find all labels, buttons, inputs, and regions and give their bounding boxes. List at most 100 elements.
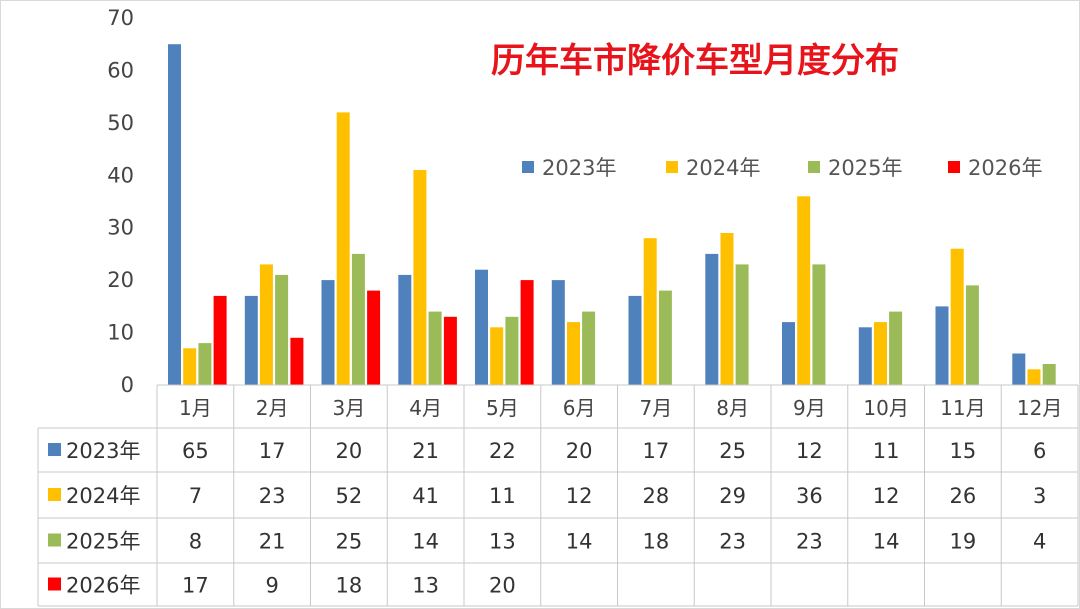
table-cell-value: 25 bbox=[336, 530, 363, 554]
bar-2024年-2月 bbox=[259, 264, 273, 385]
table-series-swatch bbox=[48, 577, 61, 591]
x-category-label: 10月 bbox=[863, 396, 908, 420]
y-tick-label: 40 bbox=[107, 163, 134, 187]
table-cell-value: 23 bbox=[259, 484, 286, 508]
table-cell-value: 26 bbox=[950, 484, 977, 508]
table-cell-value: 17 bbox=[182, 574, 209, 598]
bar-2025年-3月 bbox=[351, 253, 365, 385]
x-category-label: 4月 bbox=[409, 396, 442, 420]
bar-2024年-11月 bbox=[950, 248, 964, 385]
bar-2023年-9月 bbox=[782, 322, 795, 385]
bar-2026年-4月 bbox=[443, 316, 457, 385]
table-cell-value: 22 bbox=[489, 439, 516, 463]
bar-2023年-3月 bbox=[321, 280, 335, 385]
table-cell-value: 19 bbox=[950, 530, 977, 554]
bar-2026年-2月 bbox=[290, 337, 304, 385]
table-cell-value: 11 bbox=[489, 484, 516, 508]
table-cell-value: 4 bbox=[1033, 530, 1046, 554]
table-cell-value: 28 bbox=[643, 484, 670, 508]
bar-2025年-5月 bbox=[505, 316, 519, 385]
table-cell-value: 17 bbox=[259, 439, 286, 463]
y-tick-label: 10 bbox=[107, 321, 134, 345]
bar-2025年-8月 bbox=[735, 264, 749, 385]
x-category-label: 7月 bbox=[640, 396, 673, 420]
bar-2024年-7月 bbox=[643, 238, 657, 385]
legend-swatch bbox=[948, 161, 960, 173]
table-series-swatch bbox=[48, 488, 61, 501]
legend-label: 2024年 bbox=[686, 156, 760, 180]
bar-2025年-1月 bbox=[198, 343, 212, 385]
bar-2025年-9月 bbox=[812, 264, 826, 385]
bar-2024年-1月 bbox=[183, 348, 197, 385]
bar-2023年-7月 bbox=[628, 295, 642, 385]
table-cell-value: 9 bbox=[265, 574, 278, 598]
table-cell-value: 25 bbox=[719, 439, 746, 463]
bar-2023年-10月 bbox=[858, 327, 872, 385]
chart-title: 历年车市降价车型月度分布 bbox=[491, 41, 899, 81]
x-category-label: 3月 bbox=[333, 396, 366, 420]
bar-2023年-11月 bbox=[935, 306, 949, 385]
legend-label: 2023年 bbox=[542, 156, 616, 180]
table-cell-value: 6 bbox=[1033, 439, 1046, 463]
table-cell-value: 13 bbox=[412, 574, 439, 598]
table-cell-value: 20 bbox=[336, 439, 363, 463]
table-cell-value: 17 bbox=[643, 439, 670, 463]
table-cell-value: 7 bbox=[189, 484, 202, 508]
bar-2025年-2月 bbox=[275, 274, 289, 385]
x-category-label: 11月 bbox=[940, 396, 985, 420]
bar-2024年-4月 bbox=[413, 170, 427, 385]
y-tick-label: 70 bbox=[107, 6, 134, 30]
bar-2025年-6月 bbox=[582, 311, 596, 385]
y-tick-label: 30 bbox=[107, 216, 134, 240]
bar-2023年-6月 bbox=[551, 280, 565, 385]
bar-2025年-10月 bbox=[889, 311, 903, 385]
x-category-label: 6月 bbox=[563, 396, 596, 420]
table-cell-value: 12 bbox=[873, 484, 900, 508]
x-category-label: 9月 bbox=[793, 396, 826, 420]
legend-label: 2026年 bbox=[968, 156, 1042, 180]
table-cell-value: 21 bbox=[259, 530, 286, 554]
bar-2024年-9月 bbox=[797, 196, 811, 385]
table-series-label: 2024年 bbox=[66, 484, 140, 508]
x-category-label: 5月 bbox=[486, 396, 519, 420]
bar-2023年-1月 bbox=[168, 44, 181, 385]
bar-2023年-12月 bbox=[1012, 353, 1026, 385]
table-series-label: 2023年 bbox=[66, 439, 140, 463]
y-tick-label: 20 bbox=[107, 268, 134, 292]
table-cell-value: 41 bbox=[412, 484, 439, 508]
table-cell-value: 8 bbox=[189, 530, 202, 554]
table-cell-value: 20 bbox=[566, 439, 593, 463]
bar-2024年-6月 bbox=[567, 322, 580, 385]
x-category-label: 12月 bbox=[1017, 396, 1062, 420]
bar-2025年-4月 bbox=[428, 311, 442, 385]
table-cell-value: 20 bbox=[489, 574, 516, 598]
table-cell-value: 14 bbox=[566, 530, 593, 554]
bar-2025年-7月 bbox=[658, 290, 672, 385]
table-series-label: 2025年 bbox=[66, 530, 140, 554]
table-cell-value: 14 bbox=[412, 530, 439, 554]
bar-2026年-5月 bbox=[520, 280, 534, 385]
legend-swatch bbox=[666, 161, 678, 173]
bar-2023年-5月 bbox=[475, 269, 488, 385]
bar-2024年-3月 bbox=[336, 112, 350, 386]
bar-2024年-10月 bbox=[874, 322, 887, 385]
table-cell-value: 15 bbox=[950, 439, 977, 463]
x-category-label: 8月 bbox=[716, 396, 749, 420]
table-cell-value: 3 bbox=[1033, 484, 1046, 508]
table-cell-value: 18 bbox=[643, 530, 670, 554]
bar-2023年-2月 bbox=[244, 295, 258, 385]
table-cell-value: 11 bbox=[873, 439, 900, 463]
table-cell-value: 23 bbox=[796, 530, 823, 554]
legend-swatch bbox=[808, 161, 820, 173]
table-cell-value: 14 bbox=[873, 530, 900, 554]
bar-2024年-12月 bbox=[1027, 369, 1041, 385]
bar-2024年-8月 bbox=[720, 233, 734, 385]
table-cell-value: 52 bbox=[336, 484, 363, 508]
bar-2023年-8月 bbox=[705, 253, 719, 385]
y-tick-label: 0 bbox=[121, 373, 134, 397]
bar-2025年-12月 bbox=[1042, 364, 1056, 385]
table-series-swatch bbox=[48, 533, 61, 547]
